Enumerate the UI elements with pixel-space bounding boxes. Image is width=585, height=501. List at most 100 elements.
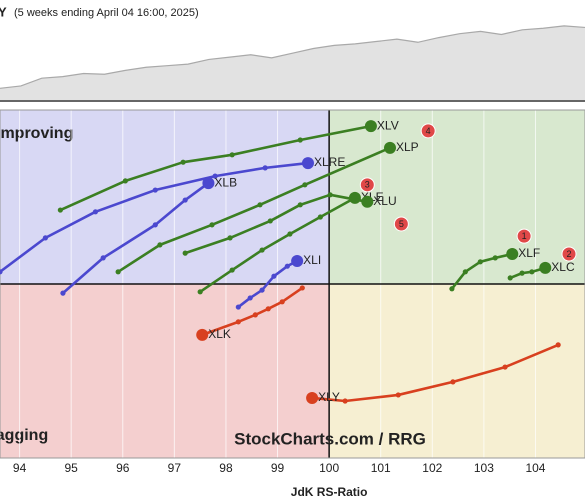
trail-point [229,152,235,158]
annotation-marker [516,228,532,244]
trail-head [384,141,396,154]
trail-point [152,222,158,228]
annotation-label: 4 [426,126,431,136]
trail [311,343,559,403]
benchmark-area [0,25,585,100]
trail-head [506,247,519,260]
trail-point [229,267,235,273]
x-tick-label: 99 [271,461,285,475]
trail-point [262,165,268,171]
x-tick-label: 95 [65,461,79,475]
trail [199,196,356,293]
trail-point [297,137,303,143]
trail-point [122,178,128,184]
trail [117,146,391,273]
trail-point [92,209,99,215]
trail [184,193,368,255]
trail-point [259,287,265,293]
trail-point [529,269,535,275]
trail-head [306,391,319,404]
watermark: StockCharts.com / RRG [234,429,426,448]
trail-head [361,195,374,208]
trail-point [279,299,285,305]
trail-point [477,259,483,265]
trail-point [157,242,163,248]
annotation-label: 5 [399,219,404,229]
series-label: XLU [373,194,396,208]
trail-point [502,364,508,370]
x-tick-label: 97 [168,461,182,475]
x-tick-label: 100 [319,461,339,475]
trail-point [252,312,258,318]
x-tick-label: 102 [422,461,442,475]
series-label: XLP [396,140,419,154]
x-tick-label: 98 [219,461,233,475]
series-label: XLY [318,390,340,404]
x-axis-label: JdK RS-Ratio [291,485,368,499]
annotation-label: 3 [365,180,370,190]
x-tick-label: 101 [371,461,391,475]
trail-point [462,269,468,275]
trail-point [257,202,263,208]
quadrant [0,110,330,284]
trail-point [212,173,218,179]
trail-point [299,285,305,291]
trail-point [152,187,158,193]
trail-point [271,273,277,279]
annotation-marker [561,246,577,262]
trail-point [317,214,323,220]
trail-point [42,235,48,241]
series-label: XLC [551,260,575,274]
trail-point [100,255,106,261]
trail-point [57,207,63,213]
trail-point [519,270,525,276]
trail-point [259,247,265,253]
x-tick-label: 103 [474,461,494,475]
series-label: XLI [303,253,321,267]
series-label: XLB [214,175,237,189]
quadrant [329,110,585,284]
trail-point [450,379,456,385]
plot-frame [0,109,585,459]
trail-point [235,304,241,310]
quadrant [329,284,585,458]
trail-point [327,192,333,198]
trail [509,266,546,280]
trail-point [302,182,308,188]
trail-point [180,159,186,165]
trail-point [449,286,455,292]
benchmark-subtitle: (5 weeks ending April 04 16:00, 2025) [14,7,199,19]
trail-point [182,250,188,256]
trail-head [301,157,314,170]
annotation-marker [393,216,409,232]
trail-head [202,177,215,190]
trail [201,286,304,337]
trail-head [196,328,209,341]
trail-point [267,218,273,224]
trail-point [297,202,303,208]
annotation-label: 2 [567,249,572,259]
trail [59,124,372,212]
trail-point [265,306,271,312]
annotation-marker [359,177,375,193]
trail-point [492,255,498,261]
trail-point [235,319,241,325]
trail-point [395,392,401,398]
annotation-label: 1 [522,231,527,241]
trail-point [342,398,348,404]
trail-point [182,197,188,203]
trail-point [197,289,203,295]
benchmark-title: Y [0,4,7,19]
series-label: XLK [208,327,231,341]
trail-head [364,120,377,133]
trail-point [287,231,293,237]
trail-point [115,269,121,275]
trail-head [291,254,304,267]
trail-point [0,269,3,275]
quadrant-label: Lagging [0,427,48,444]
series-label: XLRE [314,155,345,169]
quadrant [0,284,330,458]
x-tick-label: 104 [525,461,545,475]
quadrant-label: Improving [0,125,73,142]
